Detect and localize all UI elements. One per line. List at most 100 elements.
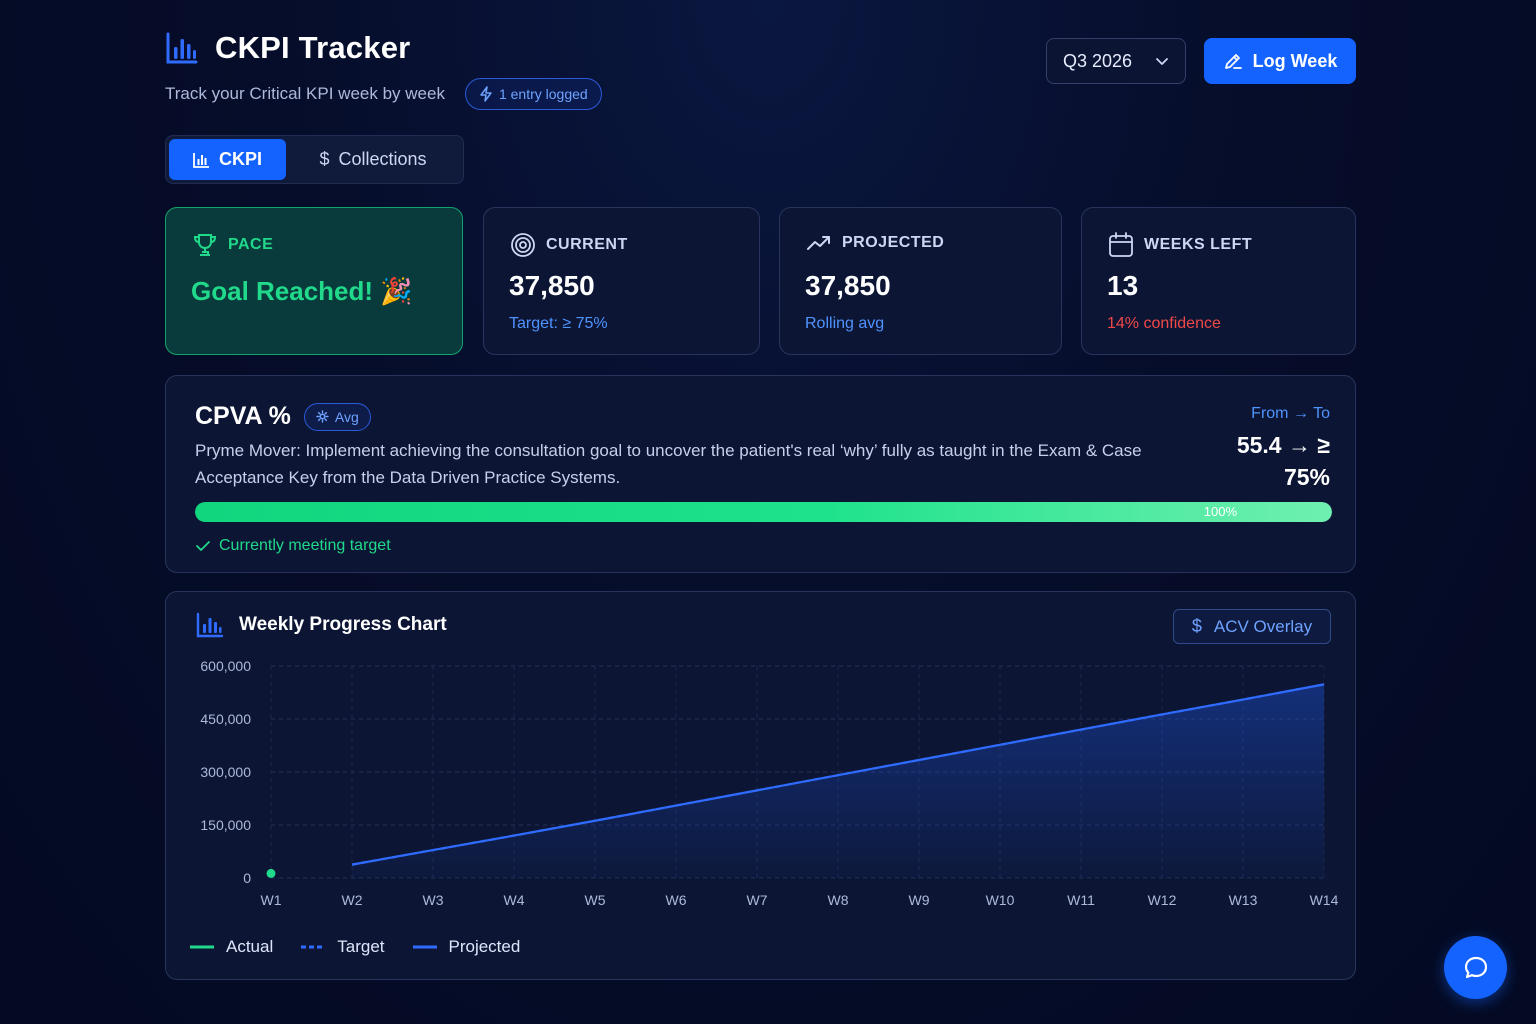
settings-icon (316, 410, 329, 423)
lightning-icon (480, 86, 492, 102)
weeks-left-label: WEEKS LEFT (1144, 236, 1253, 253)
chart-title: Weekly Progress Chart (239, 614, 447, 635)
y-tick-label: 600,000 (200, 658, 251, 674)
x-tick-label: W6 (666, 892, 687, 908)
legend-label-actual: Actual (226, 937, 274, 956)
chart-header: Weekly Progress Chart (196, 612, 447, 638)
current-target: Target: ≥ 75% (509, 315, 608, 332)
tab-ckpi[interactable]: CKPI (169, 139, 286, 180)
legend-swatch-projected (412, 945, 437, 949)
current-card-header: CURRENT (510, 232, 628, 258)
kpi-title-row: CPVA % Avg (195, 402, 371, 431)
bar-chart-icon (166, 32, 198, 64)
x-tick-label: W3 (423, 892, 444, 908)
chevron-down-icon (1156, 58, 1168, 65)
y-tick-label: 450,000 (200, 711, 251, 727)
x-tick-label: W12 (1148, 892, 1177, 908)
quarter-select[interactable]: Q3 2026 (1046, 38, 1186, 84)
chat-button[interactable] (1444, 936, 1507, 999)
bar-chart-icon (196, 612, 224, 638)
x-tick-label: W11 (1067, 892, 1095, 908)
page-header: CKPI Tracker Track your Critical KPI wee… (165, 30, 1356, 120)
tab-collections[interactable]: $ Collections (286, 139, 460, 180)
pencil-icon (1224, 54, 1242, 69)
current-card: CURRENT 37,850 Target: ≥ 75% (483, 207, 760, 355)
entries-badge-label: 1 entry logged (498, 86, 588, 102)
status-message: Currently meeting target (195, 537, 391, 555)
y-tick-label: 0 (243, 870, 251, 886)
y-tick-label: 300,000 (200, 764, 251, 780)
current-value: 37,850 (509, 270, 595, 301)
log-week-button-label: Log Week (1252, 50, 1338, 71)
chart-line-layer (266, 683, 1325, 878)
avg-badge-label: Avg (334, 408, 359, 425)
quarter-select-value: Q3 2026 (1063, 50, 1133, 71)
dollar-icon: $ (1191, 616, 1202, 636)
pace-label: PACE (228, 236, 274, 253)
check-icon (196, 541, 210, 551)
trophy-icon (193, 234, 217, 256)
dollar-icon: $ (319, 149, 330, 169)
legend-item-projected: Projected (412, 937, 521, 957)
title-row: CKPI Tracker (165, 30, 410, 66)
projected-card-header: PROJECTED (806, 232, 944, 254)
projected-card: PROJECTED 37,850 Rolling avg (779, 207, 1062, 355)
kpi-description: Pryme Mover: Implement achieving the con… (195, 441, 1142, 487)
status-text: Currently meeting target (219, 537, 391, 554)
x-tick-label: W13 (1229, 892, 1258, 908)
progress-fill: 100% (195, 502, 1332, 522)
pace-card-header: PACE (192, 232, 273, 258)
y-tick-label: 150,000 (200, 817, 251, 833)
projected-sub: Rolling avg (805, 315, 885, 332)
projected-area (352, 684, 1324, 878)
projected-label: PROJECTED (842, 234, 945, 251)
subtitle-row: Track your Critical KPI week by week 1 e… (165, 78, 602, 110)
target-line (351, 683, 1325, 866)
weekly-progress-chart: 600,000 450,000 300,000 150,000 0 W1 W2 W3 W4 W5 W… (200, 658, 1338, 908)
entries-badge: 1 entry logged (464, 78, 602, 110)
chat-bubble-icon (1464, 956, 1487, 978)
tab-bar: CKPI $ Collections (165, 135, 464, 184)
legend-swatch-target (301, 945, 326, 949)
log-week-button[interactable]: Log Week (1204, 38, 1356, 84)
x-tick-label: W1 (261, 892, 282, 908)
acv-overlay-label: ACV Overlay (1213, 616, 1313, 636)
x-tick-label: W2 (342, 892, 363, 908)
x-tick-label: W14 (1310, 892, 1339, 908)
from-to-label: From → To (1251, 405, 1330, 422)
legend-swatch-actual (190, 945, 214, 949)
weeks-left-card: WEEKS LEFT 13 14% confidence (1081, 207, 1356, 355)
legend-item-actual: Actual (190, 937, 273, 957)
confidence-text: 14% confidence (1107, 315, 1221, 332)
weeks-left-card-header: WEEKS LEFT (1108, 232, 1252, 258)
x-tick-label: W4 (504, 892, 525, 908)
trending-up-icon (807, 236, 830, 250)
current-label: CURRENT (546, 236, 628, 253)
page-title: CKPI Tracker (215, 30, 411, 65)
weekly-progress-chart-card: 600,000 450,000 300,000 150,000 0 W1 W2 W3 W4 W5 W… (165, 591, 1356, 980)
target-icon (511, 233, 535, 257)
bar-chart-icon (193, 152, 209, 168)
x-tick-label: W5 (585, 892, 606, 908)
tab-ckpi-label: CKPI (218, 149, 262, 169)
progress-bar: 100% (195, 502, 1332, 522)
x-tick-label: W7 (747, 892, 768, 908)
acv-overlay-button[interactable]: $ ACV Overlay (1173, 609, 1331, 644)
legend-label-projected: Projected (448, 937, 521, 956)
tab-collections-label: Collections (338, 149, 427, 169)
chart-legend: Actual Target Projected (190, 937, 520, 957)
avg-badge: Avg (303, 402, 371, 431)
legend-label-target: Target (337, 937, 385, 956)
chart-label-layer: 600,000 450,000 300,000 150,000 0 W1 W2 W3 W4 W5 W… (200, 658, 1338, 908)
page-subtitle: Track your Critical KPI week by week (165, 84, 445, 103)
actual-point (266, 868, 276, 878)
kpi-title: CPVA % (195, 402, 291, 430)
kpi-detail-card: CPVA % Avg Pryme Mover: Implement achiev… (165, 375, 1356, 573)
chart-area-layer (352, 684, 1324, 878)
from-to-value: 55.4 → ≥ 75% (1236, 432, 1330, 490)
progress-label: 100% (1203, 504, 1237, 519)
weeks-left-value: 13 (1107, 270, 1139, 301)
calendar-icon (1109, 232, 1133, 257)
x-tick-label: W8 (828, 892, 849, 908)
legend-item-target: Target (301, 937, 385, 957)
